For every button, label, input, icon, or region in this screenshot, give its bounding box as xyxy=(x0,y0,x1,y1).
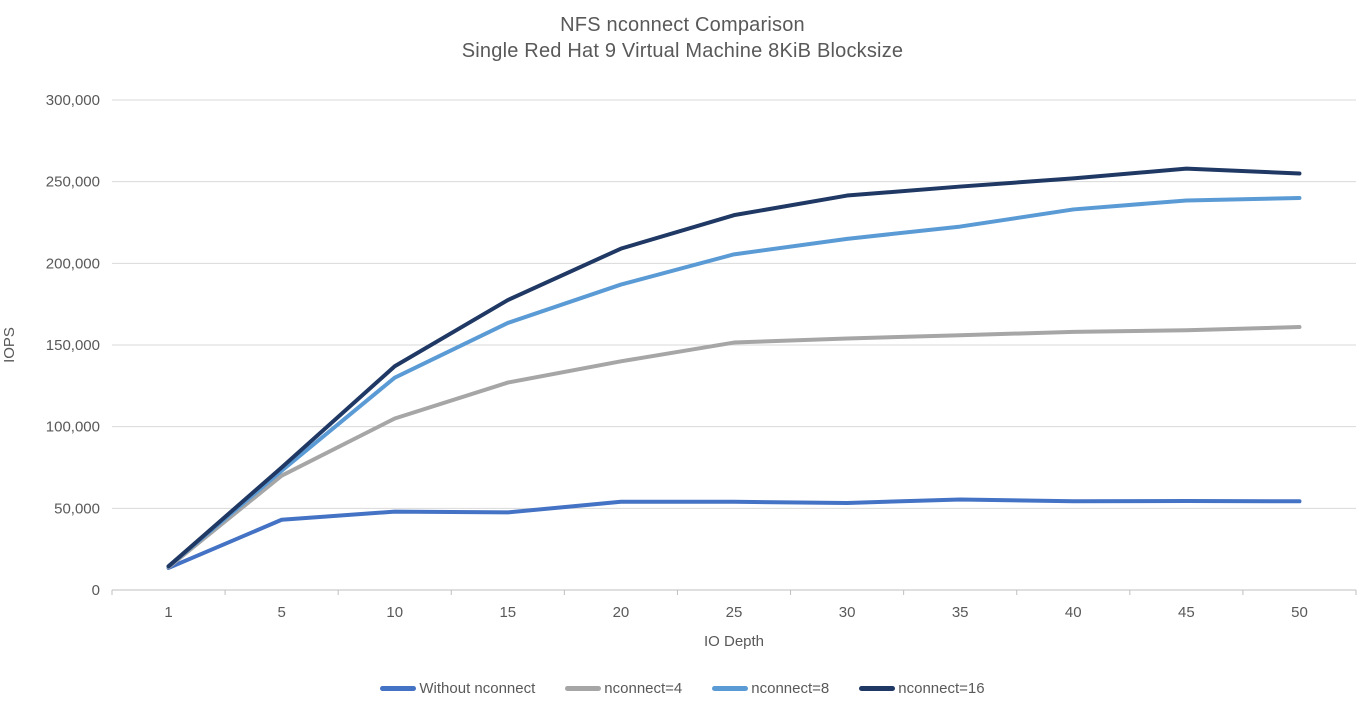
y-tick-label: 250,000 xyxy=(46,174,100,191)
x-tick-label: 50 xyxy=(1291,604,1308,621)
x-tick-label: 5 xyxy=(277,604,285,621)
series-line-nconnect-8 xyxy=(166,196,1302,569)
legend-item: nconnect=16 xyxy=(859,680,985,697)
x-tick-label: 35 xyxy=(952,604,969,621)
legend-item-label: nconnect=8 xyxy=(751,680,830,697)
y-tick-label: 100,000 xyxy=(46,419,100,436)
legend-swatch-icon xyxy=(565,686,602,691)
y-tick-label: 150,000 xyxy=(46,337,100,354)
series-line-nconnect-4 xyxy=(166,325,1302,570)
x-tick-label: 1 xyxy=(164,604,172,621)
x-tick-label: 40 xyxy=(1065,604,1082,621)
legend-item-label: nconnect=4 xyxy=(604,680,683,697)
y-tick-label: 300,000 xyxy=(46,92,100,109)
legend-item: nconnect=4 xyxy=(565,680,682,697)
x-tick-label: 20 xyxy=(613,604,630,621)
legend-swatch-icon xyxy=(380,686,417,691)
x-tick-label: 25 xyxy=(726,604,743,621)
series-line-nconnect-16 xyxy=(166,166,1302,569)
chart-title: NFS nconnect Comparison xyxy=(560,14,805,36)
chart-subtitle: Single Red Hat 9 Virtual Machine 8KiB Bl… xyxy=(461,40,904,62)
y-axis-title: IOPS xyxy=(1,327,18,363)
x-axis-title: IO Depth xyxy=(704,633,764,650)
legend-swatch-icon xyxy=(859,686,896,691)
legend-item-label: Without nconnect xyxy=(419,680,536,697)
x-tick-label: 15 xyxy=(499,604,516,621)
x-tick-label: 30 xyxy=(839,604,856,621)
legend-swatch-icon xyxy=(712,686,749,691)
y-tick-label: 0 xyxy=(92,582,100,599)
legend-item: nconnect=8 xyxy=(712,680,829,697)
y-tick-label: 200,000 xyxy=(46,255,100,272)
y-tick-label: 50,000 xyxy=(54,500,100,517)
legend: Without nconnect nconnect=4 nconnect=8 ncon… xyxy=(0,680,1365,697)
series-line-without-nconnect xyxy=(166,497,1302,570)
legend-item: Without nconnect xyxy=(380,680,535,697)
plot-area: 0 50,000 100,000 150,000 200,000 250,000 300,0… xyxy=(1,92,1357,650)
legend-item-label: nconnect=16 xyxy=(898,680,985,697)
x-tick-label: 10 xyxy=(386,604,403,621)
x-tick-label: 45 xyxy=(1178,604,1195,621)
